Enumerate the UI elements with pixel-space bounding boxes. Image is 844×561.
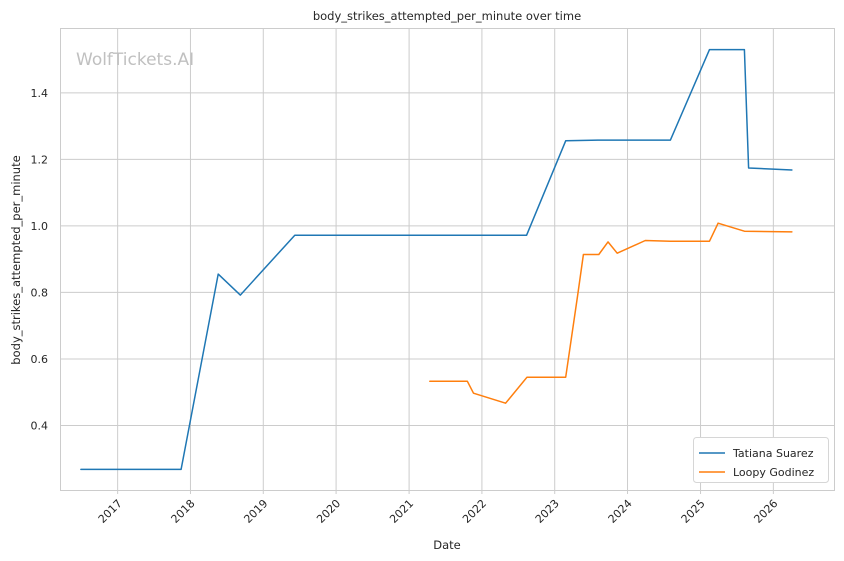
series-line-loopy-godinez xyxy=(429,222,793,404)
y-tick-label-1.2: 1.2 xyxy=(31,153,49,166)
series-line-tatiana-suarez xyxy=(80,48,793,471)
y-axis-ticks: 0.4 0.6 0.8 1.0 1.2 1.4 xyxy=(31,87,49,433)
y-tick-label-1.0: 1.0 xyxy=(31,220,49,233)
y-tick-label-0.8: 0.8 xyxy=(31,286,49,299)
legend-label-loopy-godinez: Loopy Godinez xyxy=(733,466,814,479)
legend: Tatiana Suarez Loopy Godinez xyxy=(693,437,829,483)
series-lines xyxy=(80,48,793,471)
y-tick-label-0.6: 0.6 xyxy=(31,353,49,366)
y-tick-label-0.4: 0.4 xyxy=(31,419,49,432)
x-axis-label: Date xyxy=(433,538,461,552)
legend-box xyxy=(693,437,829,483)
grid xyxy=(60,28,834,490)
plot-frame xyxy=(60,28,835,491)
watermark: WolfTickets.AI xyxy=(76,50,194,70)
legend-label-tatiana-suarez: Tatiana Suarez xyxy=(732,447,814,460)
chart-title: body_strikes_attempted_per_minute over t… xyxy=(313,9,581,23)
y-axis-label: body_strikes_attempted_per_minute xyxy=(9,155,23,364)
y-tick-label-1.4: 1.4 xyxy=(31,87,49,100)
